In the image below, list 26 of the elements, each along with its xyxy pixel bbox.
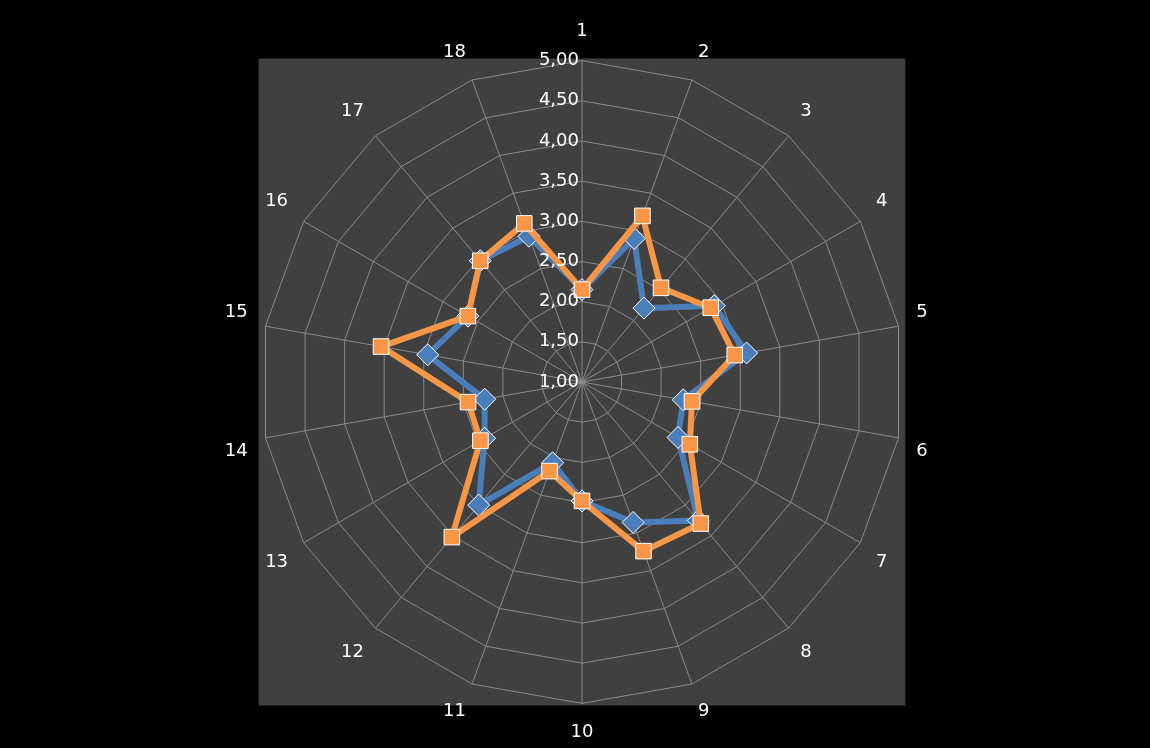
- spoke-label: 3: [800, 98, 812, 120]
- spoke-label: 7: [875, 550, 888, 572]
- spoke-label: 14: [224, 439, 248, 461]
- spoke-label: 9: [698, 699, 710, 721]
- y-tick-label: 1,00: [538, 369, 579, 391]
- spoke-label: 11: [443, 699, 466, 721]
- spoke-label: 10: [570, 719, 594, 741]
- spoke-label: 1: [576, 19, 588, 41]
- spoke-label: 16: [265, 189, 289, 211]
- y-tick-label: 2,00: [538, 289, 579, 311]
- spoke-label: 8: [800, 640, 812, 662]
- spoke-label: 15: [224, 299, 248, 321]
- y-tick-label: 4,50: [538, 88, 579, 110]
- spoke-label: 4: [875, 189, 888, 211]
- spoke-label: 17: [340, 98, 364, 120]
- spoke-label: 2: [698, 39, 710, 61]
- spoke-label: 13: [265, 550, 289, 572]
- y-tick-label: 5,00: [538, 48, 579, 70]
- y-tick-label: 4,00: [538, 128, 579, 150]
- spoke-label: 5: [916, 299, 928, 321]
- spoke-label: 6: [916, 439, 928, 461]
- y-tick-label: 1,50: [538, 329, 579, 351]
- y-tick-label: 3,50: [538, 168, 579, 190]
- spoke-label: 12: [340, 640, 364, 662]
- spoke-label: 18: [443, 39, 466, 61]
- y-tick-label: 3,00: [538, 208, 579, 230]
